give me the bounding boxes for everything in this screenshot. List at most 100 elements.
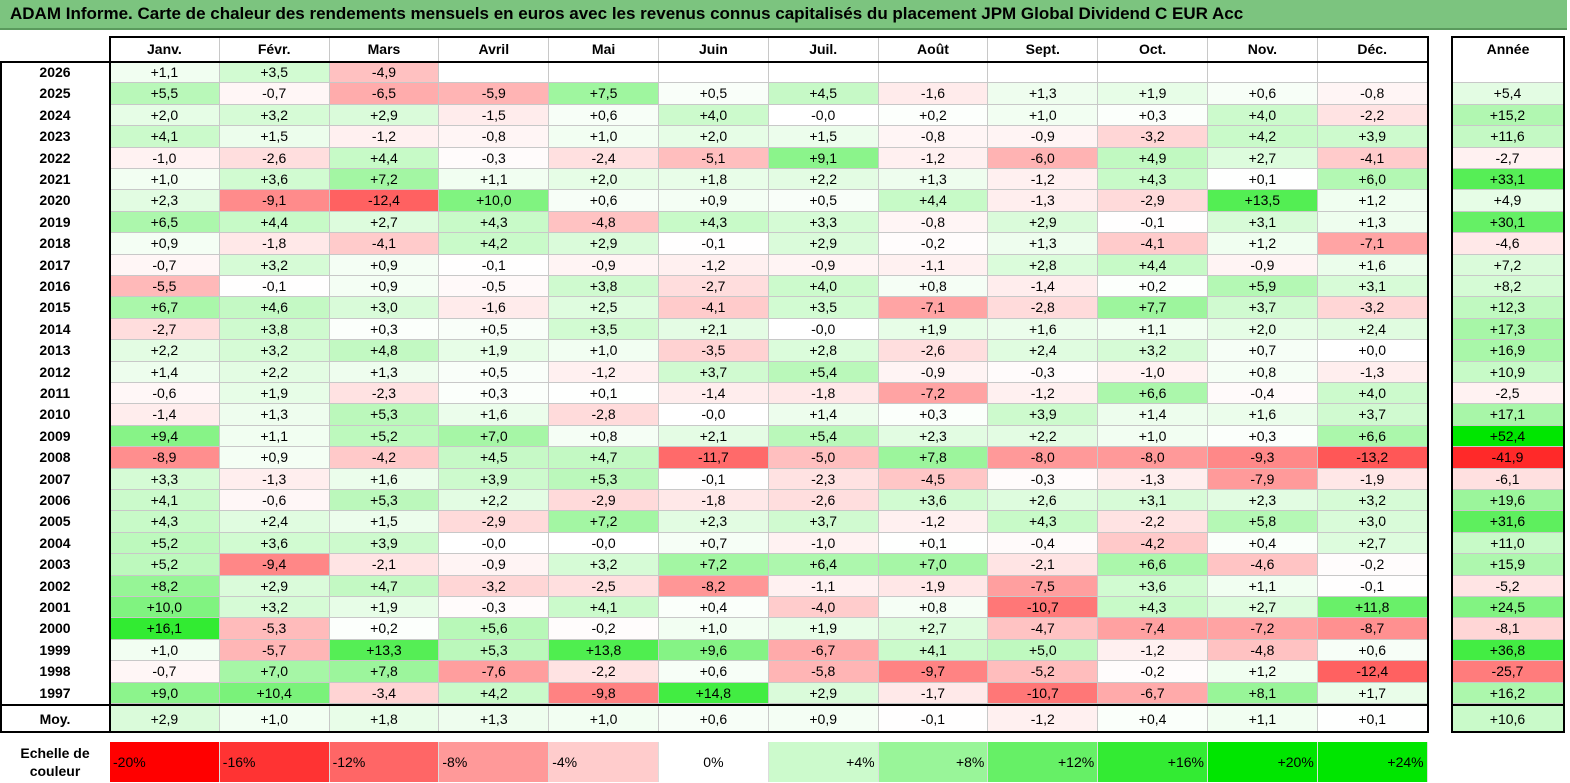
heatmap-cell: +2,3 <box>1208 490 1318 512</box>
heatmap-cell: +2,2 <box>110 340 220 362</box>
heatmap-cell: -0,9 <box>878 361 989 383</box>
heatmap-cell: -4,1 <box>1317 147 1428 169</box>
heatmap-cell: +8,2 <box>110 575 220 597</box>
heatmap-cell: +1,6 <box>1208 404 1318 426</box>
average-cell: +1,8 <box>329 706 440 732</box>
heatmap-cell: -9,7 <box>878 661 989 683</box>
heatmap-cell: -0,2 <box>1317 554 1428 576</box>
heatmap-cell: +3,6 <box>219 169 330 191</box>
heatmap-cell: +0,6 <box>1317 639 1428 662</box>
heatmap-cell: +2,7 <box>878 618 989 640</box>
heatmap-cell: +7,2 <box>549 511 659 533</box>
row-year-label: 2002 <box>39 577 71 594</box>
heatmap-cell: +4,4 <box>219 211 330 234</box>
heatmap-cell: +4,6 <box>219 297 330 319</box>
row-year-label: 2003 <box>39 556 71 573</box>
heatmap-cell: +7,8 <box>878 447 989 469</box>
heatmap-cell: -5,1 <box>659 147 769 169</box>
column-header: Sept. <box>988 37 1099 62</box>
heatmap-cell <box>878 62 989 84</box>
heatmap-cell: -0,3 <box>988 468 1099 490</box>
heatmap-cell: +4,3 <box>110 511 220 533</box>
heatmap-cell: +1,8 <box>659 169 769 191</box>
heatmap-cell: -0,9 <box>988 126 1099 148</box>
column-header: Oct. <box>1098 37 1208 62</box>
row-year-label: 2023 <box>39 128 71 145</box>
heatmap-cell: +0,5 <box>439 318 550 341</box>
heatmap-cell: -4,5 <box>878 468 989 490</box>
annual-cell: +15,2 <box>1452 104 1564 127</box>
heatmap-cell: -7,4 <box>1098 618 1208 640</box>
heatmap-cell: -0,7 <box>219 83 330 105</box>
heatmap-cell: +2,9 <box>768 682 879 704</box>
column-header: Juil. <box>768 37 879 62</box>
heatmap-cell: +0,8 <box>1208 361 1318 383</box>
heatmap-cell: -0,0 <box>768 318 879 341</box>
heatmap-cell: +0,1 <box>878 532 989 555</box>
heatmap-cell: -0,0 <box>439 532 550 555</box>
annual-cell: +4,9 <box>1452 190 1564 212</box>
row-year-label: 2026 <box>39 64 71 80</box>
heatmap-cell: -4,2 <box>1098 532 1208 555</box>
heatmap-cell: -6,7 <box>1098 682 1208 704</box>
heatmap-cell: +2,6 <box>988 490 1099 512</box>
heatmap-cell: -1,3 <box>988 190 1099 212</box>
annual-cell: +17,3 <box>1452 318 1564 341</box>
heatmap-cell: +2,4 <box>1317 318 1428 341</box>
heatmap-cell: -2,4 <box>549 147 659 169</box>
average-row-label: Moy. <box>39 711 71 727</box>
heatmap-cell: -1,1 <box>878 254 989 276</box>
column-header: Nov. <box>1208 37 1318 62</box>
column-header: Avril <box>439 37 550 62</box>
heatmap-cell: -1,2 <box>329 126 440 148</box>
heatmap-cell: -1,2 <box>988 383 1099 405</box>
heatmap-cell: +3,6 <box>878 490 989 512</box>
heatmap-cell: -0,2 <box>878 233 989 255</box>
heatmap-cell: +1,3 <box>988 233 1099 255</box>
row-year-label: 2006 <box>39 492 71 508</box>
annual-cell: +10,9 <box>1452 361 1564 383</box>
heatmap-cell: -0,1 <box>219 276 330 298</box>
heatmap-cell: +4,2 <box>439 233 550 255</box>
heatmap-cell: +1,3 <box>878 169 989 191</box>
heatmap-cell: -0,7 <box>110 254 220 276</box>
heatmap-cell: -0,4 <box>988 532 1099 555</box>
heatmap-cell: +3,2 <box>1317 490 1428 512</box>
heatmap-cell: -1,0 <box>768 532 879 555</box>
heatmap-cell: +3,3 <box>110 468 220 490</box>
column-header: Mars <box>329 37 440 62</box>
heatmap-cell: -0,0 <box>768 104 879 127</box>
heatmap-cell: +0,2 <box>878 104 989 127</box>
heatmap-cell: -1,0 <box>1098 361 1208 383</box>
heatmap-cell: +0,7 <box>659 532 769 555</box>
heatmap-cell: +4,3 <box>988 511 1099 533</box>
heatmap-cell: +0,6 <box>549 104 659 127</box>
heatmap-cell: +1,6 <box>988 318 1099 341</box>
annual-cell: +7,2 <box>1452 254 1564 276</box>
heatmap-cell: +0,8 <box>878 276 989 298</box>
heatmap-cell: -2,1 <box>329 554 440 576</box>
heatmap-cell: -0,9 <box>768 254 879 276</box>
heatmap-cell: +4,2 <box>439 682 550 704</box>
heatmap-cell: +2,9 <box>549 233 659 255</box>
annual-cell: +12,3 <box>1452 297 1564 319</box>
heatmap-cell: -2,9 <box>1098 190 1208 212</box>
heatmap-cell: +3,9 <box>329 532 440 555</box>
heatmap-cell: +1,0 <box>988 104 1099 127</box>
heatmap-cell: +6,4 <box>768 554 879 576</box>
heatmap-cell: +2,4 <box>988 340 1099 362</box>
heatmap-cell: -0,9 <box>439 554 550 576</box>
heatmap-cell: +4,3 <box>1098 169 1208 191</box>
annual-cell: +8,2 <box>1452 276 1564 298</box>
heatmap-cell: +1,6 <box>439 404 550 426</box>
heatmap-cell: +0,6 <box>659 661 769 683</box>
heatmap-cell: +0,7 <box>1208 340 1318 362</box>
heatmap-cell: +3,2 <box>219 597 330 619</box>
heatmap-cell: +0,3 <box>1098 104 1208 127</box>
row-year-label: 2010 <box>39 406 71 423</box>
heatmap-cell <box>659 62 769 84</box>
heatmap-cell: +1,9 <box>219 383 330 405</box>
heatmap-cell: +5,3 <box>439 639 550 662</box>
heatmap-cell: -2,7 <box>110 318 220 341</box>
heatmap-cell: +4,7 <box>549 447 659 469</box>
